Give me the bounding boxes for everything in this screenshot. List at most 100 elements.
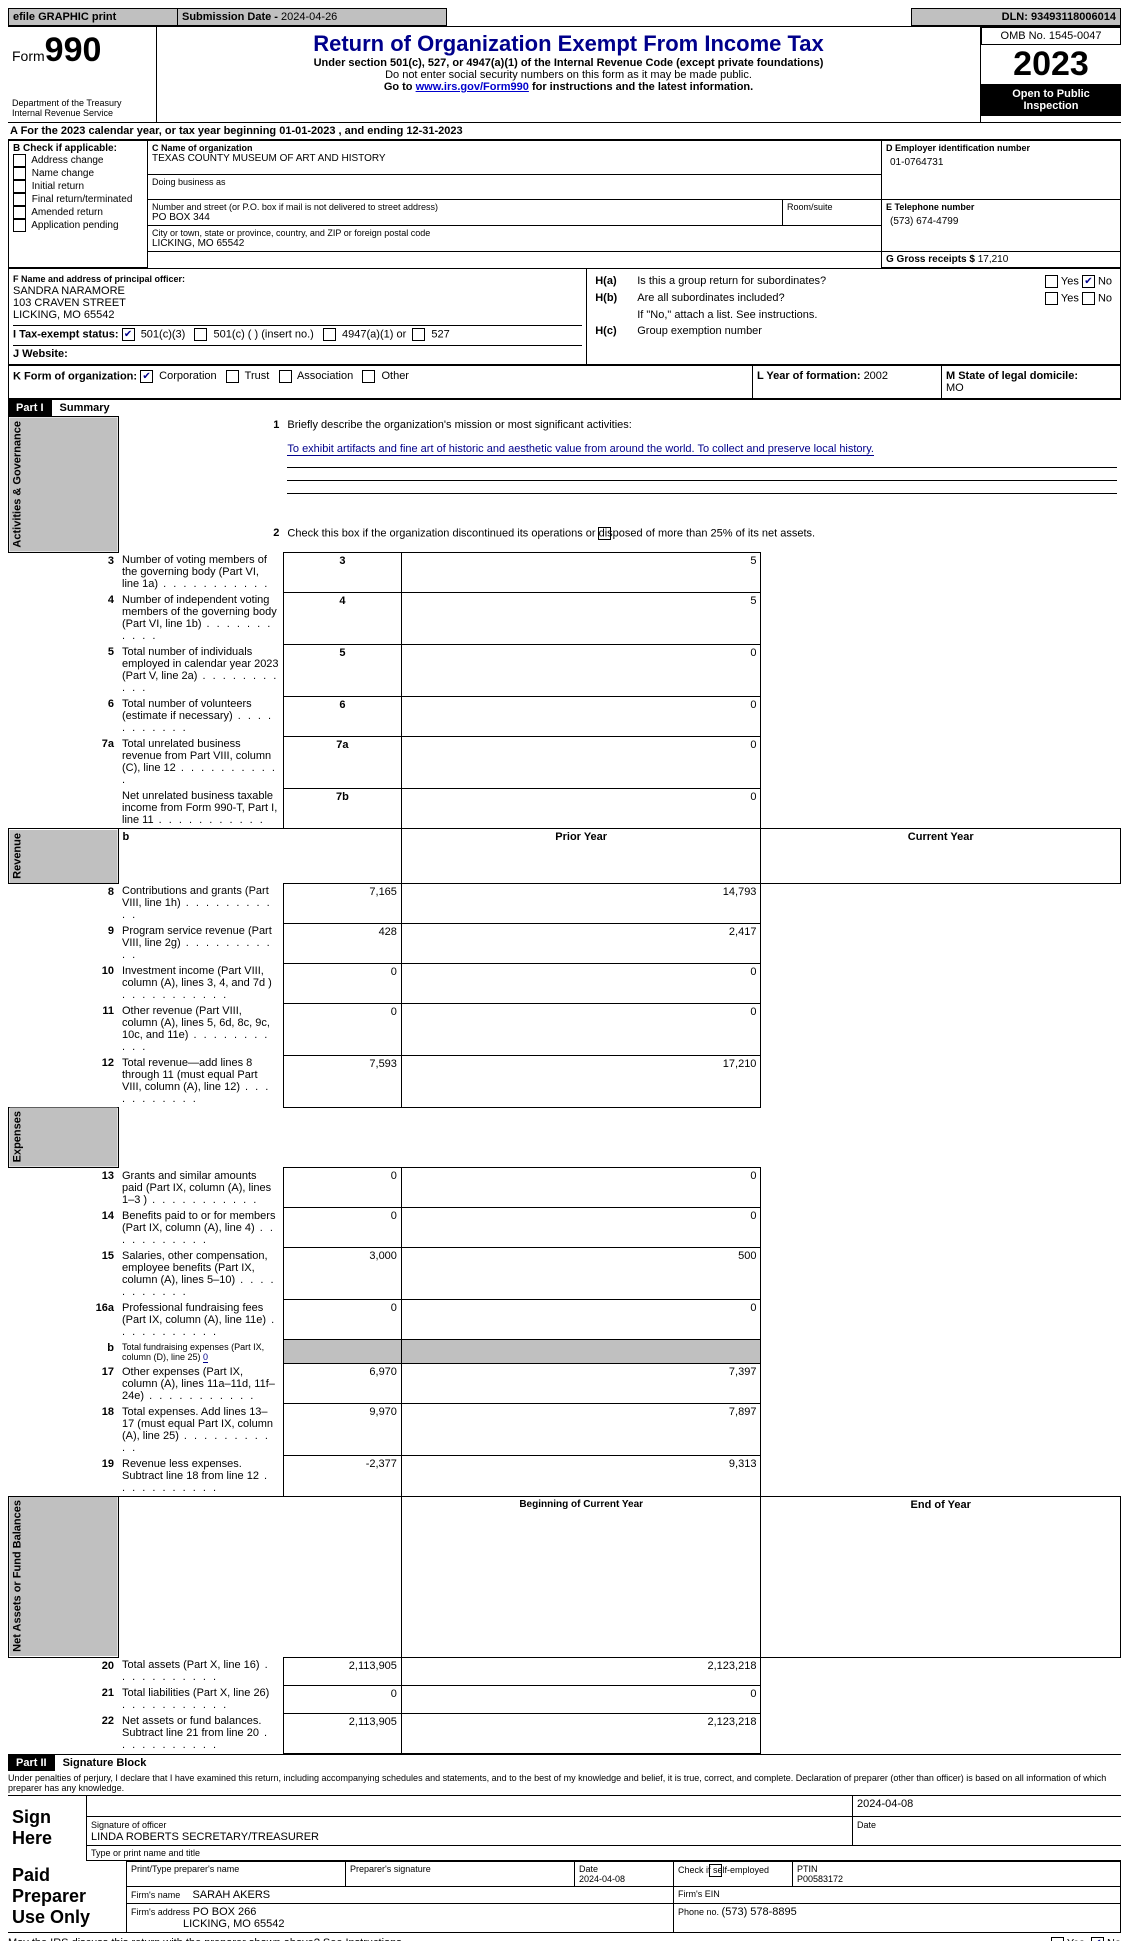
c-name-label: C Name of organization [152, 143, 877, 153]
sidebar-netassets: Net Assets or Fund Balances [9, 1496, 119, 1657]
b-option: Name change [13, 167, 143, 180]
line-value: 0 [401, 788, 761, 829]
line-value: 0 [401, 696, 761, 736]
prior-value: 0 [283, 1003, 401, 1055]
mission-text: To exhibit artifacts and fine art of his… [287, 443, 874, 456]
line-text: Total number of volunteers (estimate if … [118, 696, 283, 736]
city-label: City or town, state or province, country… [152, 228, 877, 238]
sign-date-top: 2024-04-08 [853, 1795, 1122, 1816]
dln: DLN: 93493118006014 [912, 9, 1121, 26]
discuss-row: May the IRS discuss this return with the… [8, 1933, 1121, 1941]
line-text: Total assets (Part X, line 16) [118, 1657, 283, 1685]
g-label: G Gross receipts $ [886, 254, 978, 265]
end-year-hdr: End of Year [761, 1496, 1121, 1657]
title-block: Form990 Department of the Treasury Inter… [8, 26, 1121, 122]
telephone: (573) 674-4799 [886, 212, 1116, 231]
527-checkbox[interactable] [412, 328, 425, 341]
hb-no[interactable] [1082, 292, 1095, 305]
form-number: 990 [45, 31, 102, 69]
current-year-hdr: Current Year [761, 829, 1121, 884]
col-b: b [118, 829, 283, 884]
firm-phone: (573) 578-8895 [722, 1906, 797, 1918]
line2-checkbox[interactable] [598, 527, 611, 540]
self-employed: Check if self-employed [674, 1861, 793, 1886]
b-option: Amended return [13, 206, 143, 219]
j-label: J Website: [13, 348, 68, 360]
city-state-zip: LICKING, MO 65542 [152, 238, 877, 249]
e-label: E Telephone number [886, 202, 1116, 212]
ha-yes[interactable] [1045, 275, 1058, 288]
irs-link[interactable]: www.irs.gov/Form990 [416, 81, 529, 93]
open-inspection: Open to Public Inspection [981, 84, 1121, 116]
current-value: 14,793 [401, 883, 761, 923]
officer-name: SANDRA NARAMORE [13, 285, 125, 297]
officer-signature-name: LINDA ROBERTS SECRETARY/TREASURER [91, 1831, 319, 1843]
paid-preparer-label: Paid Preparer Use Only [8, 1861, 127, 1932]
line16b: Total fundraising expenses (Part IX, col… [118, 1340, 283, 1364]
line1-q: Briefly describe the organization's miss… [283, 417, 1120, 442]
signature-table: Sign Here 2024-04-08 Signature of office… [8, 1795, 1121, 1861]
domicile-state: MO [946, 382, 964, 394]
line-text: Salaries, other compensation, employee b… [118, 1248, 283, 1300]
addr-label: Number and street (or P.O. box if mail i… [152, 202, 778, 212]
prior-value: 7,593 [283, 1055, 401, 1107]
efile-label: efile GRAPHIC print [9, 9, 178, 26]
501c3-checkbox[interactable] [122, 328, 135, 341]
self-emp-checkbox[interactable] [709, 1864, 722, 1877]
line-text: Total liabilities (Part X, line 26) [118, 1685, 283, 1713]
discuss-no[interactable] [1091, 1937, 1104, 1941]
preparer-table: Paid Preparer Use Only Print/Type prepar… [8, 1861, 1121, 1933]
current-value: 17,210 [401, 1055, 761, 1107]
current-value: 2,417 [401, 923, 761, 963]
hb-yes[interactable] [1045, 292, 1058, 305]
dba-label: Doing business as [152, 177, 877, 187]
501c-checkbox[interactable] [194, 328, 207, 341]
line-text: Other revenue (Part VIII, column (A), li… [118, 1003, 283, 1055]
ha-no[interactable] [1082, 275, 1095, 288]
org-name: TEXAS COUNTY MUSEUM OF ART AND HISTORY [152, 153, 877, 164]
line-text: Professional fundraising fees (Part IX, … [118, 1300, 283, 1340]
gross-receipts: 17,210 [978, 254, 1009, 265]
ein-value: 01-0764731 [886, 153, 1116, 172]
header-info-table: B Check if applicable: Address change Na… [8, 140, 1121, 268]
current-value: 0 [401, 1003, 761, 1055]
d-label: D Employer identification number [886, 143, 1116, 153]
line-text: Investment income (Part VIII, column (A)… [118, 963, 283, 1003]
f-label: F Name and address of principal officer: [13, 274, 185, 284]
line-text: Total unrelated business revenue from Pa… [118, 736, 283, 788]
4947-checkbox[interactable] [323, 328, 336, 341]
begin-year-hdr: Beginning of Current Year [401, 1496, 761, 1657]
subtitle-1: Under section 501(c), 527, or 4947(a)(1)… [161, 57, 976, 69]
prior-value: 428 [283, 923, 401, 963]
street-address: PO BOX 344 [152, 212, 778, 223]
prior-value: 7,165 [283, 883, 401, 923]
line-value: 0 [401, 644, 761, 696]
sidebar-revenue: Revenue [9, 829, 119, 884]
line-text: Total expenses. Add lines 13–17 (must eq… [118, 1404, 283, 1456]
line-text: Other expenses (Part IX, column (A), lin… [118, 1364, 283, 1404]
firm-addr: PO BOX 266 [193, 1906, 257, 1918]
part1-header: Part ISummary [8, 399, 1121, 416]
line-text: Number of voting members of the governin… [118, 552, 283, 592]
prior-year-hdr: Prior Year [401, 829, 761, 884]
perjury-text: Under penalties of perjury, I declare th… [8, 1771, 1121, 1795]
b-option: Final return/terminated [13, 193, 143, 206]
firm-city: LICKING, MO 65542 [183, 1918, 285, 1930]
officer-addr2: LICKING, MO 65542 [13, 309, 115, 321]
line-text: Total number of individuals employed in … [118, 644, 283, 696]
tax-year: 2023 [981, 45, 1121, 84]
line-text: Program service revenue (Part VIII, line… [118, 923, 283, 963]
line2: Check this box if the organization disco… [283, 525, 1120, 552]
line-text: Total revenue—add lines 8 through 11 (mu… [118, 1055, 283, 1107]
discuss-yes[interactable] [1051, 1937, 1064, 1941]
line-text: Revenue less expenses. Subtract line 18 … [118, 1456, 283, 1497]
dept-treasury: Department of the Treasury [12, 98, 152, 108]
room-label: Room/suite [787, 202, 877, 212]
b-option: Address change [13, 154, 143, 167]
prior-value: 0 [283, 963, 401, 1003]
officer-addr1: 103 CRAVEN STREET [13, 297, 126, 309]
current-value: 0 [401, 963, 761, 1003]
formation-year: 2002 [864, 370, 888, 382]
subtitle-2: Do not enter social security numbers on … [161, 69, 976, 81]
prep-date: 2024-04-08 [579, 1874, 625, 1884]
